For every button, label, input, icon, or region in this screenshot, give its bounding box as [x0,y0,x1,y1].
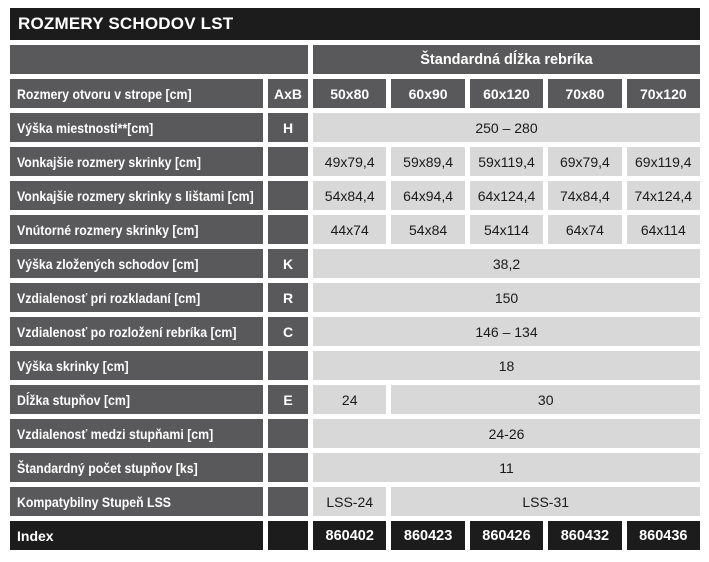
row-value: 44x74 [313,215,387,244]
table-body: Výška miestnosti**[cm] H 250 – 280 Vonkajši… [10,113,700,516]
row-value: 64x94,4 [391,181,465,210]
row-value: LSS-31 [391,487,700,516]
row-code [268,181,308,210]
row-label: Štandardný počet stupňov [ks] [10,453,263,482]
index-value: 860402 [313,521,387,550]
row-label: Kompatybilny Stupeň LSS [10,487,263,516]
row-value: 30 [391,385,700,414]
row-value: 49x79,4 [313,147,387,176]
ladder-length-header: Štandardná dĺžka rebríka [313,45,700,74]
row-code: R [268,283,308,312]
row-label-text: Vzdialenosť po rozložení rebríka [cm] [17,323,237,340]
row-label-text: Kompatybilny Stupeň LSS [17,493,172,510]
row-label: Vzdialenosť pri rozkladaní [cm] [10,283,263,312]
index-value: 860423 [391,521,465,550]
spec-row: Štandardný počet stupňov [ks] 11 [10,453,700,482]
row-value: 24 [313,385,387,414]
size-column-header: 50x80 [313,79,387,108]
index-value: 860436 [626,521,700,550]
size-header-code: AxB [268,79,308,108]
spec-table: ROZMERY SCHODOV LST Štandardná dĺžka reb… [10,8,700,550]
row-label-text: Vonkajšie rozmery skrinky s lištami [cm] [17,187,254,204]
index-value: 860426 [469,521,544,550]
ladder-length-header-row: Štandardná dĺžka rebríka [10,45,700,74]
row-value: 24-26 [313,419,700,448]
index-blank-cell [268,521,308,550]
row-label-text: Štandardný počet stupňov [ks] [17,459,198,476]
row-value: 54x114 [469,215,544,244]
header-blank-cell [10,45,308,74]
table-title: ROZMERY SCHODOV LST [10,8,700,40]
row-value: LSS-24 [313,487,387,516]
row-label: Výška miestnosti**[cm] [10,113,263,142]
row-code: C [268,317,308,346]
row-label-text: Dĺžka stupňov [cm] [17,391,130,408]
row-code [268,215,308,244]
row-label: Vonkajšie rozmery skrinky s lištami [cm] [10,181,263,210]
row-label: Výška skrinky [cm] [10,351,263,380]
spec-row: Výška skrinky [cm] 18 [10,351,700,380]
size-column-header: 70x120 [626,79,700,108]
row-value: 11 [313,453,700,482]
row-code [268,487,308,516]
index-label: Index [10,521,263,550]
size-header-row: Rozmery otvoru v strope [cm] AxB 50x80 6… [10,79,700,108]
row-value: 54x84,4 [313,181,387,210]
spec-row: Vnútorné rozmery skrinky [cm] 44x74 54x84 5… [10,215,700,244]
size-column-header: 70x80 [548,79,622,108]
index-value: 860432 [548,521,622,550]
row-code [268,453,308,482]
spec-row: Dĺžka stupňov [cm] E 24 30 [10,385,700,414]
row-label-text: Výška miestnosti**[cm] [17,119,154,136]
row-code [268,147,308,176]
spec-row: Vzdialenosť pri rozkladaní [cm] R 150 [10,283,700,312]
size-column-header: 60x90 [391,79,465,108]
row-value: 74x124,4 [626,181,700,210]
index-row: Index 860402 860423 860426 860432 860436 [10,521,700,550]
row-code [268,351,308,380]
row-value: 59x119,4 [469,147,544,176]
row-label-text: Výška zložených schodov [cm] [17,255,199,272]
row-label: Výška zložených schodov [cm] [10,249,263,278]
row-value: 69x79,4 [548,147,622,176]
row-label-text: Vonkajšie rozmery skrinky [cm] [17,153,201,170]
index-label-text: Index [17,527,54,544]
row-value: 150 [313,283,700,312]
row-code [268,419,308,448]
row-code: E [268,385,308,414]
spec-row: Výška miestnosti**[cm] H 250 – 280 [10,113,700,142]
row-label: Vzdialenosť po rozložení rebríka [cm] [10,317,263,346]
row-value: 18 [313,351,700,380]
row-value: 69x119,4 [626,147,700,176]
spec-row: Kompatybilny Stupeň LSS LSS-24 LSS-31 [10,487,700,516]
row-label: Vnútorné rozmery skrinky [cm] [10,215,263,244]
spec-row: Výška zložených schodov [cm] K 38,2 [10,249,700,278]
row-code: H [268,113,308,142]
row-label: Dĺžka stupňov [cm] [10,385,263,414]
size-column-header: 60x120 [469,79,544,108]
row-label: Vzdialenosť medzi stupňami [cm] [10,419,263,448]
row-value: 250 – 280 [313,113,700,142]
size-header-label: Rozmery otvoru v strope [cm] [10,79,263,108]
row-label-text: Vzdialenosť pri rozkladaní [cm] [17,289,201,306]
row-value: 64x114 [626,215,700,244]
row-label-text: Vnútorné rozmery skrinky [cm] [17,221,199,238]
row-label-text: Vzdialenosť medzi stupňami [cm] [17,425,214,442]
spec-row: Vonkajšie rozmery skrinky [cm] 49x79,4 59x… [10,147,700,176]
row-value: 146 – 134 [313,317,700,346]
row-value: 38,2 [313,249,700,278]
spec-row: Vzdialenosť po rozložení rebríka [cm] C 14… [10,317,700,346]
row-value: 64x124,4 [469,181,544,210]
row-value: 59x89,4 [391,147,465,176]
size-header-label-text: Rozmery otvoru v strope [cm] [17,85,192,102]
row-label: Vonkajšie rozmery skrinky [cm] [10,147,263,176]
row-value: 64x74 [548,215,622,244]
spec-row: Vzdialenosť medzi stupňami [cm] 24-26 [10,419,700,448]
row-value: 74x84,4 [548,181,622,210]
row-label-text: Výška skrinky [cm] [17,357,129,374]
row-value: 54x84 [391,215,465,244]
spec-row: Vonkajšie rozmery skrinky s lištami [cm]… [10,181,700,210]
row-code: K [268,249,308,278]
